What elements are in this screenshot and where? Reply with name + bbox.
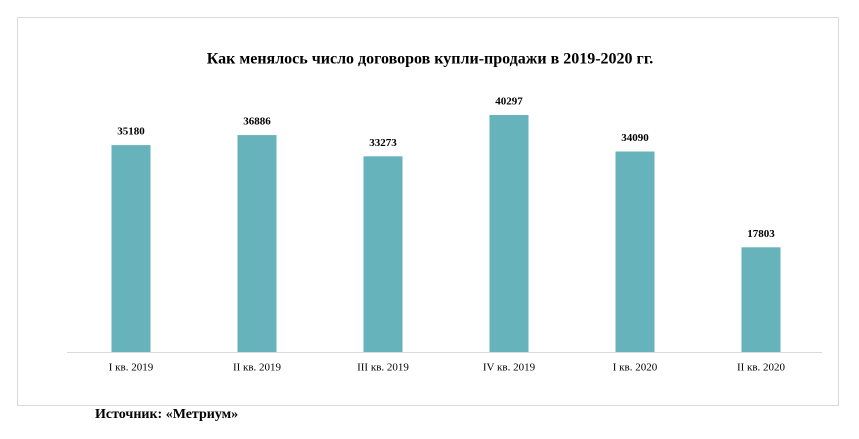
data-label: 36886 [243,116,271,128]
x-tick-label: II кв. 2020 [737,362,786,374]
chart-frame [17,17,839,406]
bar [615,151,655,352]
data-label: 35180 [117,126,145,138]
data-label: 34090 [621,132,649,144]
bar [363,156,403,352]
bar [741,247,781,352]
source-note: Источник: «Метриум» [95,407,238,422]
data-label: 33273 [369,137,397,149]
chart-title: Как менялось число договоров купли-прода… [207,51,654,68]
bar [111,145,151,352]
data-label: 40297 [495,96,523,108]
bar [237,135,277,352]
x-tick-label: I кв. 2020 [613,362,658,374]
x-tick-label: IV кв. 2019 [483,362,536,374]
x-tick-label: II кв. 2019 [233,362,282,374]
bar [489,115,529,352]
data-label: 17803 [747,228,775,240]
x-tick-label: III кв. 2019 [357,362,409,374]
x-tick-label: I кв. 2019 [109,362,154,374]
